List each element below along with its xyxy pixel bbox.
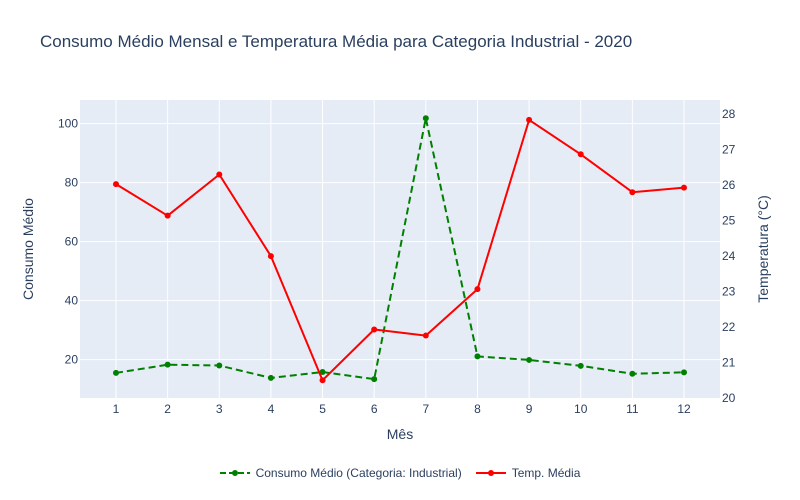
data-point-0 — [267, 374, 274, 381]
data-point-1 — [319, 377, 326, 384]
data-point-1 — [267, 253, 274, 260]
y2-tick-label: 21 — [722, 356, 736, 370]
data-point-0 — [216, 362, 223, 369]
legend-swatch-temp — [475, 470, 506, 476]
y2-tick-label: 25 — [722, 214, 736, 228]
legend: Consumo Médio (Categoria: Industrial) Te… — [0, 466, 800, 480]
data-point-0 — [526, 356, 533, 363]
x-tick-label: 7 — [422, 402, 429, 416]
y-axis-title: Consumo Médio — [20, 198, 36, 300]
data-point-1 — [164, 212, 171, 219]
data-point-0 — [113, 369, 119, 376]
tick-labels: 1 2 3 4 5 6 7 8 9 10 11 122040608010020212223242526… — [58, 107, 736, 416]
series-line-1 — [115, 118, 685, 382]
y-tick-label: 100 — [58, 117, 78, 131]
data-point-1 — [577, 151, 584, 158]
data-point-0 — [319, 369, 326, 376]
data-point-1 — [474, 286, 481, 293]
data-point-0 — [681, 369, 687, 376]
data-point-0 — [577, 362, 584, 369]
x-tick-label: 1 — [113, 402, 120, 416]
series-layer — [113, 115, 687, 384]
y2-tick-label: 24 — [722, 249, 736, 263]
grid-lines — [80, 100, 720, 398]
data-point-0 — [474, 353, 481, 360]
y2-tick-label: 27 — [722, 143, 736, 157]
y2-tick-label: 22 — [722, 320, 736, 334]
plot-area — [80, 100, 720, 398]
chart-title: Consumo Médio Mensal e Temperatura Média… — [40, 32, 633, 51]
data-point-0 — [164, 361, 171, 368]
data-point-1 — [113, 181, 119, 188]
data-point-1 — [422, 332, 429, 339]
x-tick-label: 10 — [574, 402, 588, 416]
legend-item-consumo[interactable]: Consumo Médio (Categoria: Industrial) — [219, 466, 462, 480]
y2-tick-label: 20 — [722, 391, 736, 405]
x-tick-label: 8 — [474, 402, 481, 416]
y-tick-label: 20 — [65, 353, 79, 367]
y2-tick-label: 23 — [722, 285, 736, 299]
y2-tick-label: 28 — [722, 107, 736, 121]
data-point-1 — [681, 184, 687, 191]
legend-label-consumo: Consumo Médio (Categoria: Industrial) — [255, 466, 462, 480]
series-line-0 — [115, 117, 685, 381]
legend-item-temp[interactable]: Temp. Média — [475, 466, 581, 480]
y2-axis-title: Temperatura (°C) — [755, 195, 771, 303]
data-point-0 — [629, 370, 636, 377]
x-tick-label: 12 — [677, 402, 691, 416]
y2-tick-label: 26 — [722, 178, 736, 192]
x-tick-label: 4 — [268, 402, 275, 416]
y-tick-label: 60 — [65, 235, 79, 249]
legend-swatch-consumo — [219, 470, 250, 476]
legend-label-temp: Temp. Média — [511, 466, 581, 480]
x-tick-label: 5 — [319, 402, 326, 416]
x-tick-label: 11 — [626, 402, 639, 416]
x-tick-label: 2 — [164, 402, 171, 416]
data-point-1 — [629, 189, 636, 196]
y-tick-label: 40 — [65, 294, 79, 308]
x-tick-label: 3 — [216, 402, 223, 416]
data-point-0 — [371, 376, 378, 383]
data-point-0 — [422, 115, 429, 122]
data-point-1 — [526, 116, 533, 123]
x-tick-label: 6 — [371, 402, 378, 416]
x-tick-label: 9 — [526, 402, 533, 416]
data-point-1 — [216, 171, 223, 178]
x-axis-title: Mês — [387, 426, 413, 442]
y-tick-label: 80 — [65, 176, 79, 190]
data-point-1 — [371, 326, 378, 333]
